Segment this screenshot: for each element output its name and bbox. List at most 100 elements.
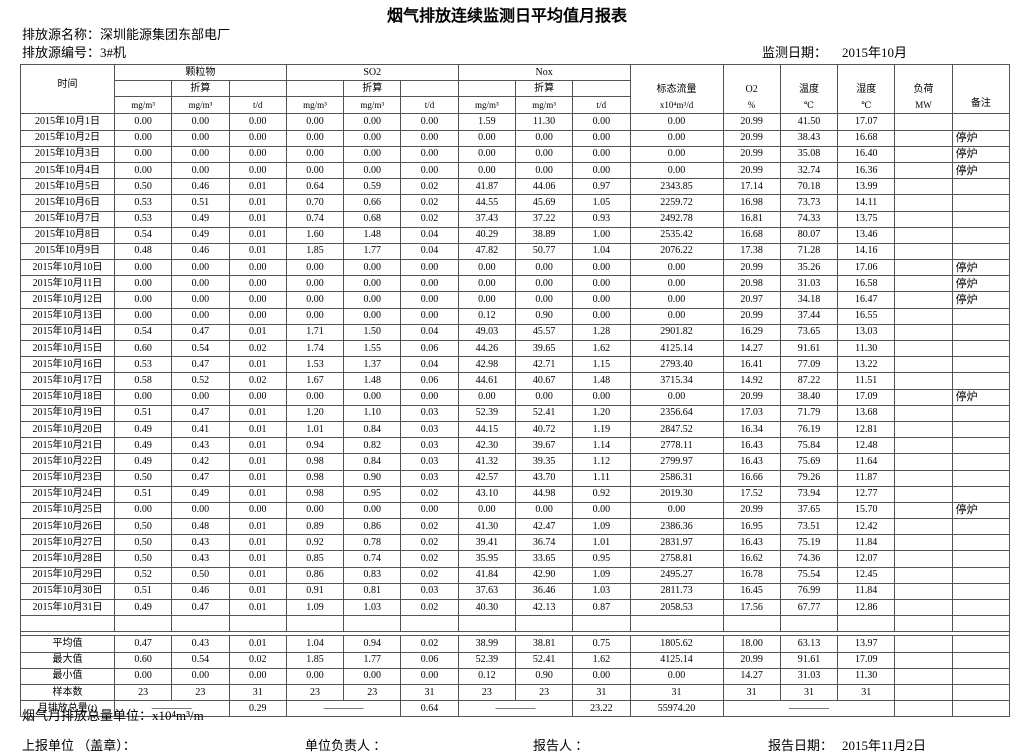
value-cell: 1.48 bbox=[572, 372, 631, 390]
value-cell: 1.05 bbox=[572, 194, 631, 212]
value-cell: 0.01 bbox=[228, 469, 287, 487]
value-cell: 0.00 bbox=[457, 129, 516, 147]
date-cell: 2015年10月9日 bbox=[20, 242, 115, 261]
value-cell: 0.00 bbox=[343, 501, 402, 520]
value-cell: 20.98 bbox=[722, 275, 781, 293]
value-cell: 0.00 bbox=[228, 275, 287, 293]
value-cell: 11.87 bbox=[837, 469, 896, 487]
value-cell: 0.92 bbox=[285, 534, 345, 552]
total-cell: 55974.20 bbox=[629, 700, 724, 718]
table-row: 2015年10月2日 0.00 0.00 0.00 0.00 0.00 0.00 0.00 0.… bbox=[20, 129, 1011, 147]
value-cell: 20.99 bbox=[722, 501, 781, 520]
value-cell: 0.00 bbox=[285, 259, 345, 277]
value-cell: 0.00 bbox=[514, 161, 574, 180]
table-row: 2015年10月26日 0.50 0.48 0.01 0.89 0.86 0.02 41.30… bbox=[20, 518, 1011, 536]
total-cell: ———— bbox=[457, 700, 574, 718]
value-cell: 0.00 bbox=[285, 501, 345, 520]
value-cell: 0.02 bbox=[400, 550, 459, 568]
summary-value: 31 bbox=[400, 683, 459, 702]
date-cell: 2015年10月30日 bbox=[20, 582, 115, 601]
value-cell: 0.00 bbox=[629, 145, 724, 163]
value-cell: 0.00 bbox=[285, 275, 345, 293]
value-cell: 2343.85 bbox=[629, 178, 724, 196]
value-cell: 0.95 bbox=[572, 550, 631, 568]
value-cell: 0.00 bbox=[113, 161, 173, 180]
value-cell: 2901.82 bbox=[629, 323, 724, 342]
summary-value: 31 bbox=[722, 683, 781, 702]
converted-label: 折算 bbox=[343, 80, 402, 98]
value-cell: 42.71 bbox=[514, 356, 574, 374]
value-cell: 0.00 bbox=[457, 388, 516, 406]
total-cell: 0.64 bbox=[400, 700, 459, 718]
value-cell: 0.49 bbox=[171, 226, 230, 244]
value-cell: 1.59 bbox=[457, 113, 516, 131]
value-cell: 0.01 bbox=[228, 178, 287, 196]
value-cell: 14.16 bbox=[837, 242, 896, 261]
value-cell: 1.14 bbox=[572, 437, 631, 455]
value-cell: 0.01 bbox=[228, 485, 287, 503]
value-cell: 34.18 bbox=[779, 291, 839, 309]
value-cell: 0.50 bbox=[113, 469, 173, 487]
total-cell: ———— bbox=[114, 700, 230, 718]
value-cell: 0.51 bbox=[113, 582, 173, 601]
value-cell: 1.09 bbox=[285, 598, 345, 617]
summary-value: 0.00 bbox=[400, 667, 459, 685]
value-cell: 0.51 bbox=[113, 485, 173, 503]
summary-value: 1.04 bbox=[285, 635, 345, 653]
value-cell: 32.74 bbox=[779, 161, 839, 180]
value-cell: 0.51 bbox=[171, 194, 230, 212]
summary-value: 0.00 bbox=[228, 667, 287, 685]
note-cell bbox=[951, 404, 1011, 422]
value-cell: 41.84 bbox=[457, 566, 516, 584]
value-cell: 0.00 bbox=[171, 307, 230, 325]
value-cell: 0.00 bbox=[629, 388, 724, 406]
value-cell: 0.64 bbox=[285, 178, 345, 196]
table-row bbox=[20, 615, 1011, 633]
value-cell: 17.06 bbox=[837, 259, 896, 277]
value-cell: 0.00 bbox=[171, 129, 230, 147]
value-cell: 0.02 bbox=[228, 372, 287, 390]
empty-cell bbox=[400, 80, 459, 98]
value-cell: 0.04 bbox=[400, 226, 459, 244]
empty-cell bbox=[343, 615, 402, 633]
table-row: 2015年10月31日 0.49 0.47 0.01 1.09 1.03 0.02 40.30… bbox=[20, 598, 1011, 617]
note-cell bbox=[951, 683, 1011, 702]
value-cell: 16.68 bbox=[722, 226, 781, 244]
value-cell: 13.99 bbox=[837, 178, 896, 196]
table-row: 2015年10月10日 0.00 0.00 0.00 0.00 0.00 0.00 0.00 0… bbox=[20, 259, 1011, 277]
value-cell: 0.00 bbox=[400, 145, 459, 163]
value-cell: 1.48 bbox=[343, 226, 402, 244]
value-cell: 45.57 bbox=[514, 323, 574, 342]
value-cell: 20.99 bbox=[722, 129, 781, 147]
value-cell: 0.00 bbox=[572, 145, 631, 163]
load-cell bbox=[894, 242, 953, 261]
value-cell: 13.22 bbox=[837, 356, 896, 374]
note-cell bbox=[951, 550, 1011, 568]
value-cell: 0.00 bbox=[343, 307, 402, 325]
value-cell: 0.53 bbox=[113, 194, 173, 212]
value-cell: 1.04 bbox=[572, 242, 631, 261]
value-cell: 67.77 bbox=[779, 598, 839, 617]
value-cell: 0.00 bbox=[228, 501, 287, 520]
table-row: 2015年10月21日 0.49 0.43 0.01 0.94 0.82 0.03 42.30… bbox=[20, 437, 1011, 455]
column-unit: ℃ bbox=[803, 100, 814, 111]
table-row: 2015年10月30日 0.51 0.46 0.01 0.91 0.81 0.03 37.63… bbox=[20, 582, 1011, 601]
value-cell: 36.46 bbox=[514, 582, 574, 601]
value-cell: 87.22 bbox=[779, 372, 839, 390]
value-cell: 0.90 bbox=[514, 307, 574, 325]
value-cell: 0.02 bbox=[228, 339, 287, 358]
summary-value: 52.39 bbox=[457, 651, 516, 669]
value-cell: 0.49 bbox=[113, 437, 173, 455]
value-cell: 0.00 bbox=[113, 291, 173, 309]
value-cell: 0.42 bbox=[171, 453, 230, 471]
table-row: 2015年10月16日 0.53 0.47 0.01 1.53 1.37 0.04 42.98… bbox=[20, 356, 1011, 374]
value-cell: 16.55 bbox=[837, 307, 896, 325]
value-cell: 0.43 bbox=[171, 437, 230, 455]
value-cell: 0.00 bbox=[285, 129, 345, 147]
note-cell bbox=[951, 651, 1011, 669]
load-cell bbox=[894, 485, 953, 503]
summary-value: 1805.62 bbox=[629, 635, 724, 653]
value-cell: 0.50 bbox=[113, 550, 173, 568]
value-cell: 0.00 bbox=[171, 145, 230, 163]
note-cell: 停炉 bbox=[951, 161, 1011, 180]
